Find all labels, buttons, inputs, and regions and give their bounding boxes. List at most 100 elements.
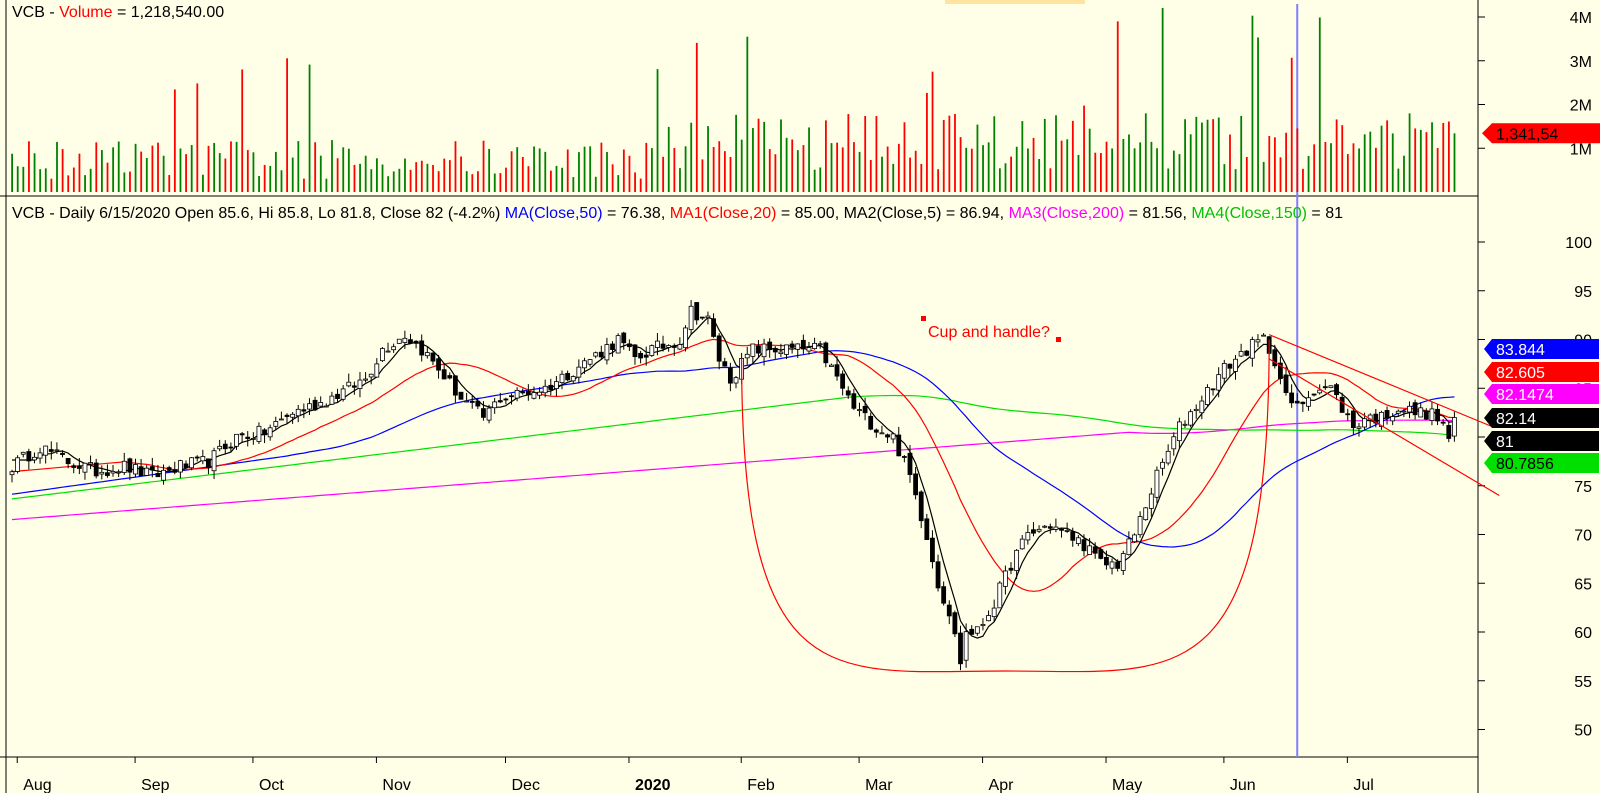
candle-body[interactable] (750, 343, 756, 357)
candle-body[interactable] (93, 462, 99, 477)
candle-body[interactable] (228, 446, 234, 449)
candle-body[interactable] (312, 399, 318, 411)
candle-body[interactable] (643, 354, 649, 358)
candle-body[interactable] (1440, 421, 1446, 424)
candle-body[interactable] (868, 415, 874, 430)
candle-body[interactable] (1008, 567, 1014, 571)
candle-body[interactable] (273, 421, 279, 427)
candle-body[interactable] (239, 433, 245, 436)
candle-body[interactable] (1322, 386, 1328, 389)
candle-body[interactable] (901, 456, 907, 458)
candle-body[interactable] (408, 339, 413, 344)
candle-body[interactable] (756, 345, 761, 354)
candle-body[interactable] (32, 456, 37, 461)
candle-body[interactable] (1092, 546, 1098, 554)
candle-body[interactable] (896, 434, 902, 457)
candle-body[interactable] (430, 352, 436, 362)
candle-body[interactable] (671, 345, 677, 348)
candle-body[interactable] (1311, 393, 1317, 396)
candle-body[interactable] (924, 518, 930, 541)
candle-body[interactable] (250, 438, 256, 440)
candle-body[interactable] (918, 491, 924, 522)
candle-body[interactable] (711, 318, 716, 337)
candle-body[interactable] (986, 615, 991, 622)
candle-body[interactable] (873, 429, 879, 433)
candle-body[interactable] (301, 409, 307, 412)
candle-body[interactable] (99, 471, 105, 475)
candle-body[interactable] (958, 632, 963, 665)
candle-body[interactable] (155, 473, 161, 478)
candle-body[interactable] (1148, 493, 1154, 509)
annotation-handle[interactable] (1056, 337, 1061, 342)
candle-body[interactable] (267, 427, 273, 438)
candle-body[interactable] (105, 472, 110, 476)
candle-body[interactable] (727, 367, 733, 384)
candle-body[interactable] (907, 452, 913, 475)
candle-body[interactable] (1418, 407, 1424, 418)
candle-body[interactable] (834, 364, 840, 377)
candle-body[interactable] (772, 347, 778, 353)
candle-body[interactable] (368, 373, 374, 378)
candle-body[interactable] (565, 372, 571, 381)
annotation-handle[interactable] (921, 316, 926, 321)
candle-body[interactable] (1154, 469, 1160, 498)
candle-body[interactable] (413, 340, 419, 344)
candle-body[interactable] (1435, 408, 1440, 422)
candle-body[interactable] (396, 338, 402, 344)
candle-body[interactable] (419, 340, 425, 356)
candle-body[interactable] (357, 379, 363, 389)
candle-body[interactable] (851, 393, 857, 409)
candle-body[interactable] (626, 343, 632, 348)
candle-body[interactable] (1104, 556, 1109, 566)
candle-body[interactable] (638, 352, 643, 359)
candle-body[interactable] (554, 381, 559, 389)
candle-body[interactable] (1014, 549, 1020, 571)
candle-body[interactable] (857, 409, 862, 412)
candle-body[interactable] (598, 351, 604, 358)
candle-body[interactable] (1306, 397, 1311, 407)
candle-body[interactable] (211, 450, 217, 472)
candle-body[interactable] (778, 351, 784, 354)
candle-body[interactable] (537, 391, 542, 396)
candle-body[interactable] (329, 395, 335, 405)
candle-body[interactable] (1098, 549, 1104, 559)
candle-body[interactable] (840, 373, 846, 389)
candle-body[interactable] (683, 327, 688, 349)
candle-body[interactable] (1070, 531, 1076, 541)
candle-body[interactable] (862, 405, 868, 414)
candle-body[interactable] (1042, 525, 1048, 528)
candle-body[interactable] (200, 456, 206, 462)
candle-body[interactable] (363, 378, 368, 381)
candle-body[interactable] (1317, 389, 1323, 394)
candle-body[interactable] (1143, 507, 1149, 521)
candle-body[interactable] (1087, 545, 1092, 555)
candle-body[interactable] (323, 405, 329, 408)
candle-body[interactable] (699, 316, 705, 319)
candle-body[interactable] (509, 395, 514, 398)
candle-body[interactable] (48, 449, 54, 452)
candle-body[interactable] (621, 332, 627, 344)
candle-body[interactable] (183, 463, 189, 468)
candle-body[interactable] (1238, 351, 1244, 357)
candle-body[interactable] (593, 352, 599, 357)
candle-body[interactable] (930, 537, 935, 563)
candle-body[interactable] (761, 343, 767, 358)
candle-body[interactable] (424, 352, 430, 357)
candle-body[interactable] (20, 451, 26, 455)
candle-body[interactable] (969, 628, 975, 635)
candle-body[interactable] (817, 343, 823, 346)
candle-body[interactable] (800, 339, 806, 350)
candle-body[interactable] (374, 363, 380, 378)
candle-body[interactable] (542, 385, 548, 394)
candle-body[interactable] (1002, 570, 1008, 587)
candle-body[interactable] (655, 340, 660, 348)
candle-body[interactable] (54, 449, 60, 452)
candle-body[interactable] (1132, 534, 1137, 543)
candle-body[interactable] (486, 407, 492, 421)
candle-body[interactable] (222, 443, 228, 450)
candle-body[interactable] (767, 341, 773, 351)
candle-body[interactable] (694, 302, 700, 321)
candle-body[interactable] (795, 343, 801, 350)
candle-body[interactable] (172, 469, 178, 473)
